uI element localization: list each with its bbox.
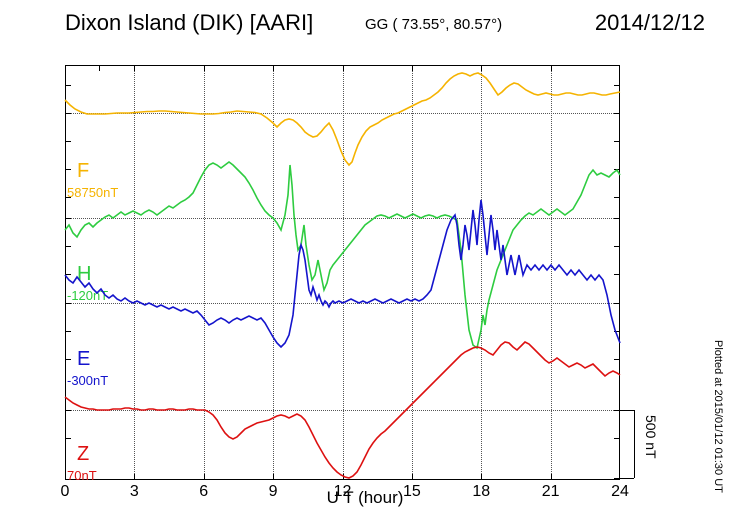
scale-bar-group (614, 410, 634, 478)
xtick-0: 0 (61, 483, 70, 501)
xtick-3: 3 (130, 483, 139, 501)
trace-svg-canvas (65, 65, 620, 480)
trace-line-E[interactable] (65, 200, 620, 347)
trace-line-F[interactable] (65, 73, 620, 165)
chart-date: 2014/12/12 (595, 10, 705, 36)
xtick-18: 18 (472, 483, 490, 501)
xtick-24: 24 (611, 483, 629, 501)
xtick-15: 15 (403, 483, 421, 501)
xtick-6: 6 (199, 483, 208, 501)
footer-timestamp: Plotted at 2015/01/12 01:30 UT (712, 340, 724, 493)
xtick-21: 21 (542, 483, 560, 501)
trace-line-Z[interactable] (65, 342, 620, 478)
chart-coordinates: GG ( 73.55°, 80.57°) (365, 16, 502, 33)
chart-title: Dixon Island (DIK) [AARI] (65, 10, 313, 36)
xaxis-label: U T (hour) (327, 488, 404, 508)
plot-area: F 58750nT H -120nT E -300nT Z 70nT 500 n… (65, 65, 620, 480)
xtick-9: 9 (269, 483, 278, 501)
scale-bar-label: 500 nT (643, 415, 659, 459)
trace-line-H[interactable] (65, 162, 620, 348)
magnetometer-chart-root: Dixon Island (DIK) [AARI] GG ( 73.55°, 8… (0, 0, 730, 520)
